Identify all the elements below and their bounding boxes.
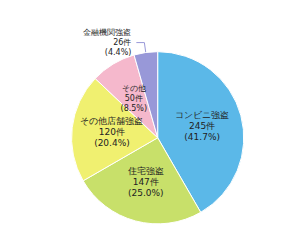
svg-text:(8.5%): (8.5%)	[121, 104, 148, 113]
svg-text:その他: その他	[122, 84, 146, 93]
svg-text:金融機関強盗: 金融機関強盗	[83, 28, 131, 37]
svg-text:(20.4%): (20.4%)	[94, 138, 130, 148]
svg-text:コンビニ強盗: コンビニ強盗	[175, 110, 229, 120]
svg-text:その他店舗強盗: その他店舗強盗	[80, 116, 143, 126]
svg-text:26件: 26件	[113, 38, 131, 47]
svg-text:(41.7%): (41.7%)	[184, 132, 220, 142]
svg-text:(4.4%): (4.4%)	[105, 48, 132, 57]
svg-text:(25.0%): (25.0%)	[128, 188, 164, 198]
svg-text:245件: 245件	[189, 121, 215, 131]
svg-text:住宅強盗: 住宅強盗	[128, 166, 164, 176]
svg-text:120件: 120件	[99, 127, 125, 137]
svg-text:147件: 147件	[133, 177, 159, 187]
svg-text:50件: 50件	[125, 94, 143, 103]
